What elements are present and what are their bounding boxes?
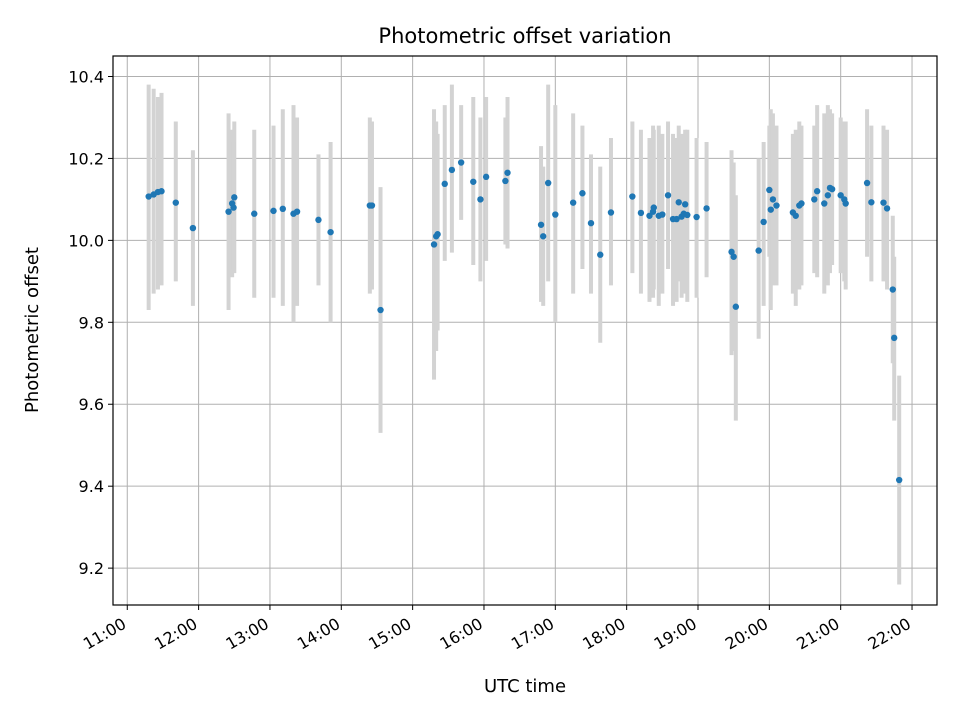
data-point bbox=[813, 188, 821, 195]
data-point bbox=[769, 196, 777, 203]
data-point bbox=[811, 196, 818, 203]
data-point bbox=[470, 178, 477, 185]
data-point bbox=[537, 221, 545, 228]
data-point bbox=[650, 204, 657, 211]
y-tick-label: 10.2 bbox=[68, 149, 104, 168]
y-axis-ticks: 9.2 9.4 9.6 9.8 10.0 10.2 10.4 bbox=[68, 67, 113, 578]
y-axis-title: Photometric offset bbox=[22, 247, 43, 413]
data-point bbox=[693, 213, 700, 221]
data-point bbox=[502, 177, 509, 185]
data-point bbox=[293, 208, 301, 215]
data-point bbox=[434, 231, 441, 238]
data-point bbox=[270, 207, 277, 215]
data-point bbox=[539, 233, 547, 240]
y-tick-label: 10.0 bbox=[68, 231, 104, 250]
data-point bbox=[315, 216, 322, 224]
data-point bbox=[279, 205, 286, 213]
data-point bbox=[482, 173, 490, 181]
data-point bbox=[430, 241, 438, 248]
data-point bbox=[766, 186, 773, 194]
data-point bbox=[880, 199, 887, 206]
data-point bbox=[158, 188, 165, 195]
y-tick-label: 9.4 bbox=[79, 477, 104, 496]
data-point bbox=[895, 476, 903, 484]
data-point bbox=[145, 193, 152, 200]
data-point bbox=[821, 200, 828, 207]
data-point bbox=[773, 202, 780, 209]
y-tick-label: 9.8 bbox=[79, 313, 104, 332]
data-point bbox=[863, 179, 871, 187]
data-point bbox=[703, 205, 710, 212]
data-point bbox=[327, 228, 334, 236]
data-point bbox=[868, 199, 875, 206]
data-point bbox=[798, 200, 805, 207]
data-point bbox=[629, 193, 636, 200]
data-point bbox=[231, 194, 238, 201]
data-point bbox=[230, 204, 237, 211]
data-point bbox=[477, 196, 484, 203]
data-point bbox=[368, 202, 376, 209]
data-point bbox=[760, 218, 767, 226]
data-point bbox=[730, 253, 737, 260]
data-point bbox=[728, 248, 735, 256]
data-point bbox=[172, 199, 179, 206]
y-tick-label: 9.2 bbox=[79, 559, 104, 578]
data-point bbox=[457, 159, 465, 166]
data-point bbox=[597, 251, 604, 258]
data-point bbox=[664, 192, 672, 199]
data-point bbox=[448, 166, 456, 174]
data-point bbox=[732, 303, 740, 310]
data-point bbox=[755, 247, 762, 254]
data-point bbox=[441, 180, 448, 188]
data-point bbox=[889, 286, 896, 293]
data-point bbox=[684, 211, 691, 219]
data-point bbox=[883, 205, 891, 212]
data-point bbox=[675, 199, 682, 206]
chart-title: Photometric offset variation bbox=[378, 24, 671, 48]
data-point bbox=[189, 224, 197, 232]
data-point bbox=[225, 208, 232, 215]
data-point bbox=[552, 211, 559, 218]
data-point bbox=[792, 212, 799, 219]
data-point bbox=[377, 306, 384, 314]
data-point bbox=[828, 185, 836, 193]
y-tick-label: 10.4 bbox=[68, 67, 104, 86]
data-point bbox=[767, 206, 774, 213]
data-point bbox=[587, 219, 595, 227]
data-point bbox=[569, 199, 577, 206]
data-points bbox=[145, 159, 903, 484]
data-point bbox=[544, 179, 552, 187]
y-tick-label: 9.6 bbox=[79, 395, 104, 414]
data-point bbox=[842, 200, 849, 207]
data-point bbox=[251, 210, 258, 217]
data-point bbox=[824, 192, 832, 199]
plot-frame bbox=[112, 55, 938, 606]
data-point bbox=[637, 209, 645, 217]
data-point bbox=[890, 334, 898, 342]
data-point bbox=[659, 211, 666, 218]
x-axis-title: UTC time bbox=[484, 676, 566, 697]
data-point bbox=[673, 215, 680, 223]
data-point bbox=[681, 201, 689, 208]
data-point bbox=[579, 190, 586, 197]
data-point bbox=[607, 209, 615, 216]
data-point bbox=[504, 169, 511, 176]
